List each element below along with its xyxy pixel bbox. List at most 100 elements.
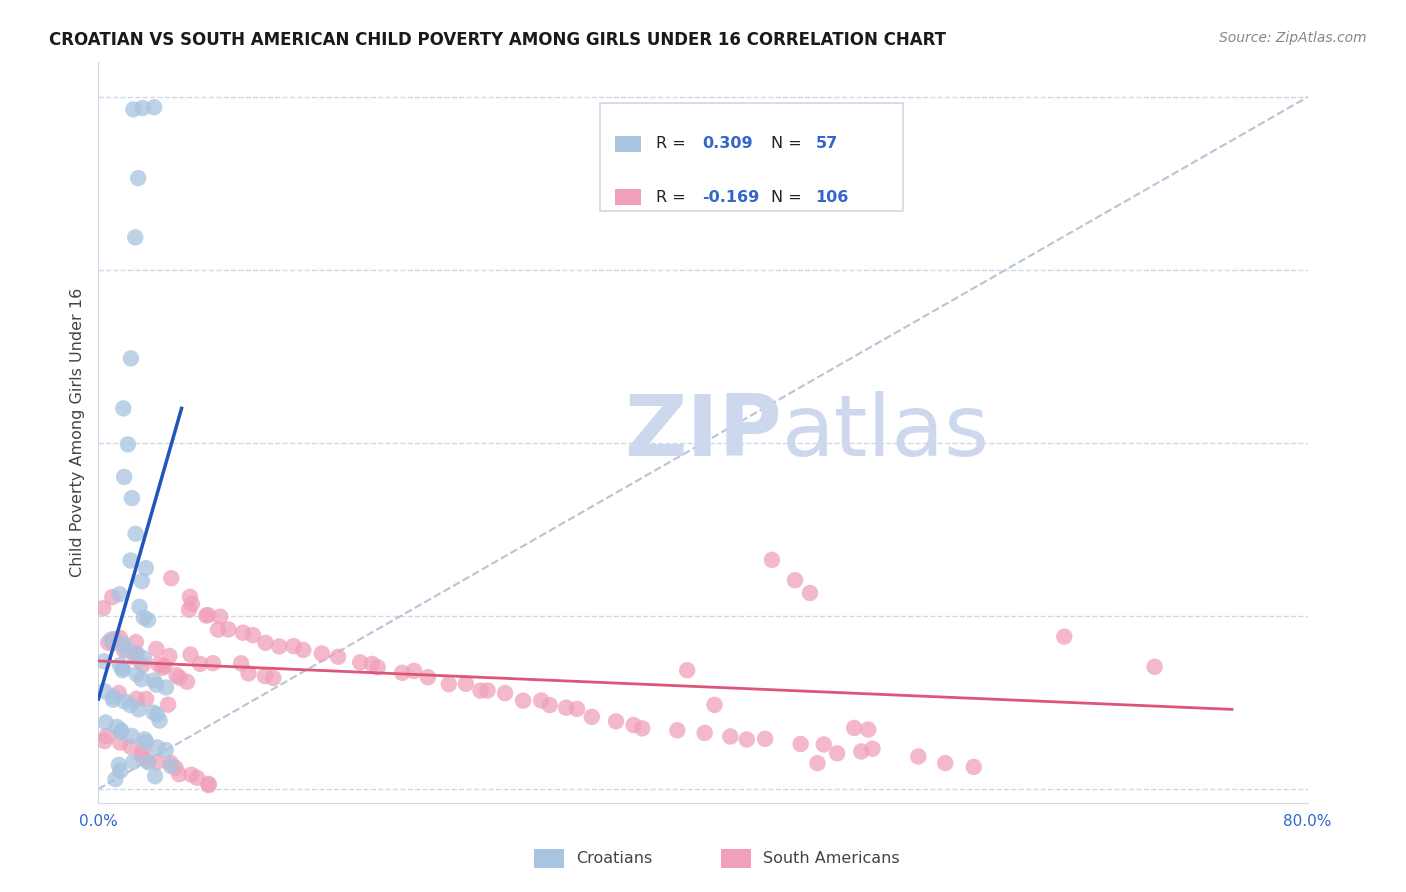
- Point: [311, 647, 333, 661]
- Point: [124, 230, 146, 244]
- Point: [269, 640, 291, 654]
- Point: [148, 657, 170, 672]
- Point: [169, 671, 191, 685]
- Point: [623, 718, 645, 732]
- Point: [132, 744, 155, 758]
- Point: [783, 573, 806, 587]
- Point: [101, 693, 124, 707]
- Point: [136, 613, 159, 627]
- Point: [197, 778, 219, 792]
- Point: [789, 737, 811, 751]
- Point: [180, 597, 202, 611]
- Bar: [614, 189, 641, 205]
- Text: R =: R =: [655, 190, 690, 204]
- Point: [135, 691, 157, 706]
- Point: [142, 673, 165, 688]
- Point: [101, 590, 124, 604]
- Point: [125, 635, 148, 649]
- Point: [1053, 630, 1076, 644]
- Y-axis label: Child Poverty Among Girls Under 16: Child Poverty Among Girls Under 16: [69, 288, 84, 577]
- Point: [97, 636, 120, 650]
- Text: Croatians: Croatians: [576, 851, 652, 866]
- Point: [112, 401, 135, 416]
- Point: [862, 741, 884, 756]
- Point: [108, 758, 131, 772]
- Point: [131, 574, 153, 589]
- Point: [693, 726, 716, 740]
- Point: [754, 731, 776, 746]
- Point: [145, 678, 167, 692]
- Point: [136, 754, 159, 768]
- Point: [581, 710, 603, 724]
- Point: [94, 715, 117, 730]
- Point: [157, 648, 180, 663]
- Point: [207, 623, 229, 637]
- Point: [142, 706, 165, 720]
- Bar: [721, 849, 751, 868]
- Point: [112, 470, 135, 484]
- Bar: [614, 136, 641, 152]
- Point: [93, 654, 115, 668]
- Point: [150, 661, 173, 675]
- Text: Source: ZipAtlas.com: Source: ZipAtlas.com: [1219, 31, 1367, 45]
- Point: [391, 665, 413, 680]
- Point: [105, 720, 128, 734]
- Point: [165, 761, 187, 775]
- Text: South Americans: South Americans: [763, 851, 900, 866]
- Point: [117, 437, 139, 451]
- Point: [404, 664, 426, 678]
- Text: 57: 57: [815, 136, 838, 152]
- Point: [125, 647, 148, 661]
- Point: [149, 714, 172, 728]
- Point: [157, 698, 180, 712]
- Point: [907, 749, 929, 764]
- Text: 106: 106: [815, 190, 849, 204]
- Point: [128, 702, 150, 716]
- Point: [111, 663, 134, 677]
- Text: atlas: atlas: [782, 391, 990, 475]
- Point: [91, 601, 114, 615]
- Point: [813, 738, 835, 752]
- Point: [530, 693, 553, 707]
- Point: [160, 571, 183, 585]
- Point: [605, 714, 627, 729]
- Point: [367, 660, 389, 674]
- Point: [934, 756, 956, 770]
- Point: [197, 608, 219, 623]
- Point: [125, 667, 148, 681]
- FancyBboxPatch shape: [600, 103, 903, 211]
- Point: [124, 647, 146, 661]
- Point: [180, 768, 202, 782]
- Point: [145, 642, 167, 657]
- Point: [104, 772, 127, 786]
- Point: [165, 668, 187, 682]
- Text: CROATIAN VS SOUTH AMERICAN CHILD POVERTY AMONG GIRLS UNDER 16 CORRELATION CHART: CROATIAN VS SOUTH AMERICAN CHILD POVERTY…: [49, 31, 946, 49]
- Point: [134, 732, 156, 747]
- Point: [104, 632, 127, 647]
- Point: [115, 642, 138, 657]
- Point: [565, 702, 588, 716]
- Point: [110, 764, 132, 778]
- Point: [128, 599, 150, 614]
- Point: [143, 769, 166, 783]
- Point: [135, 735, 157, 749]
- Point: [124, 650, 146, 665]
- Point: [844, 721, 866, 735]
- Point: [122, 103, 145, 117]
- Text: N =: N =: [770, 136, 807, 152]
- Text: N =: N =: [770, 190, 807, 204]
- Point: [201, 656, 224, 670]
- Point: [153, 659, 176, 673]
- Point: [145, 755, 167, 769]
- Point: [666, 723, 689, 738]
- Point: [254, 636, 277, 650]
- Point: [188, 657, 211, 671]
- Point: [799, 586, 821, 600]
- Point: [856, 723, 879, 737]
- Point: [195, 608, 218, 623]
- Point: [111, 662, 134, 676]
- Point: [197, 777, 219, 791]
- Point: [112, 643, 135, 657]
- Point: [180, 648, 202, 662]
- Point: [179, 590, 201, 604]
